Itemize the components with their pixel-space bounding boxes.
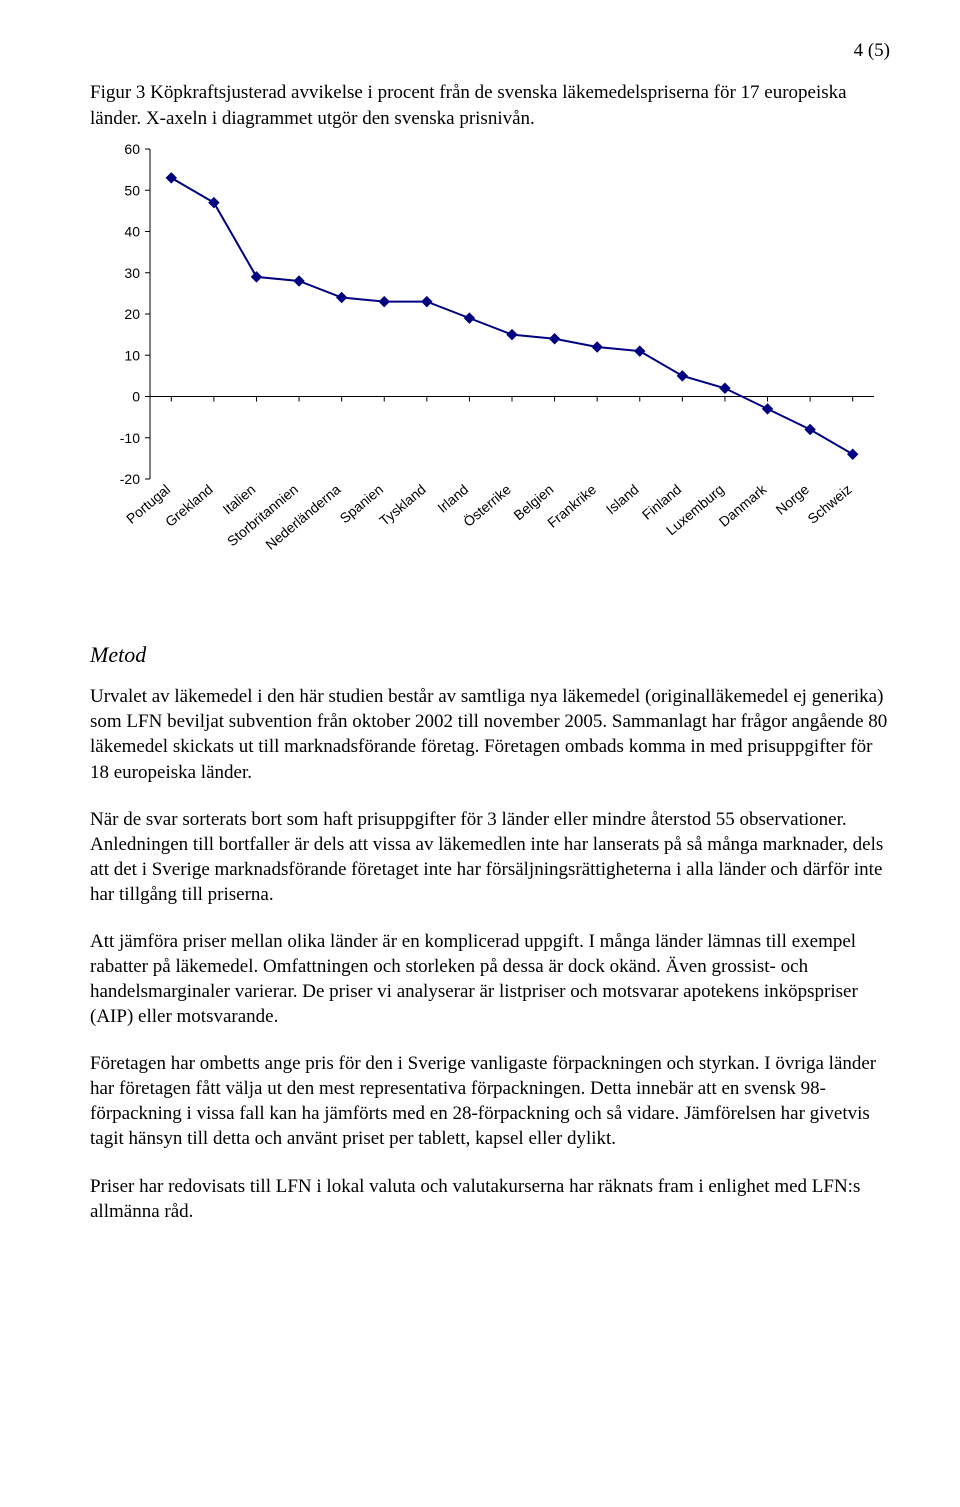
chart-svg: -20-100102030405060PortugalGreklandItali… xyxy=(90,139,890,609)
page-number: 4 (5) xyxy=(90,40,890,62)
paragraph: När de svar sorterats bort som haft pris… xyxy=(90,807,890,907)
svg-text:-20: -20 xyxy=(120,471,140,487)
svg-text:10: 10 xyxy=(124,348,140,364)
svg-text:0: 0 xyxy=(132,389,140,405)
svg-text:60: 60 xyxy=(124,141,140,157)
svg-text:20: 20 xyxy=(124,306,140,322)
svg-text:30: 30 xyxy=(124,265,140,281)
document-page: 4 (5) Figur 3 Köpkraftsjusterad avvikels… xyxy=(0,0,960,1286)
section-heading: Metod xyxy=(90,642,890,668)
svg-text:40: 40 xyxy=(124,224,140,240)
paragraph: Urvalet av läkemedel i den här studien b… xyxy=(90,684,890,784)
paragraph: Företagen har ombetts ange pris för den … xyxy=(90,1051,890,1151)
svg-text:50: 50 xyxy=(124,183,140,199)
paragraph: Att jämföra priser mellan olika länder ä… xyxy=(90,929,890,1029)
figure-caption: Figur 3 Köpkraftsjusterad avvikelse i pr… xyxy=(90,80,890,131)
paragraph: Priser har redovisats till LFN i lokal v… xyxy=(90,1174,890,1224)
line-chart: -20-100102030405060PortugalGreklandItali… xyxy=(90,139,890,614)
svg-text:-10: -10 xyxy=(120,430,140,446)
